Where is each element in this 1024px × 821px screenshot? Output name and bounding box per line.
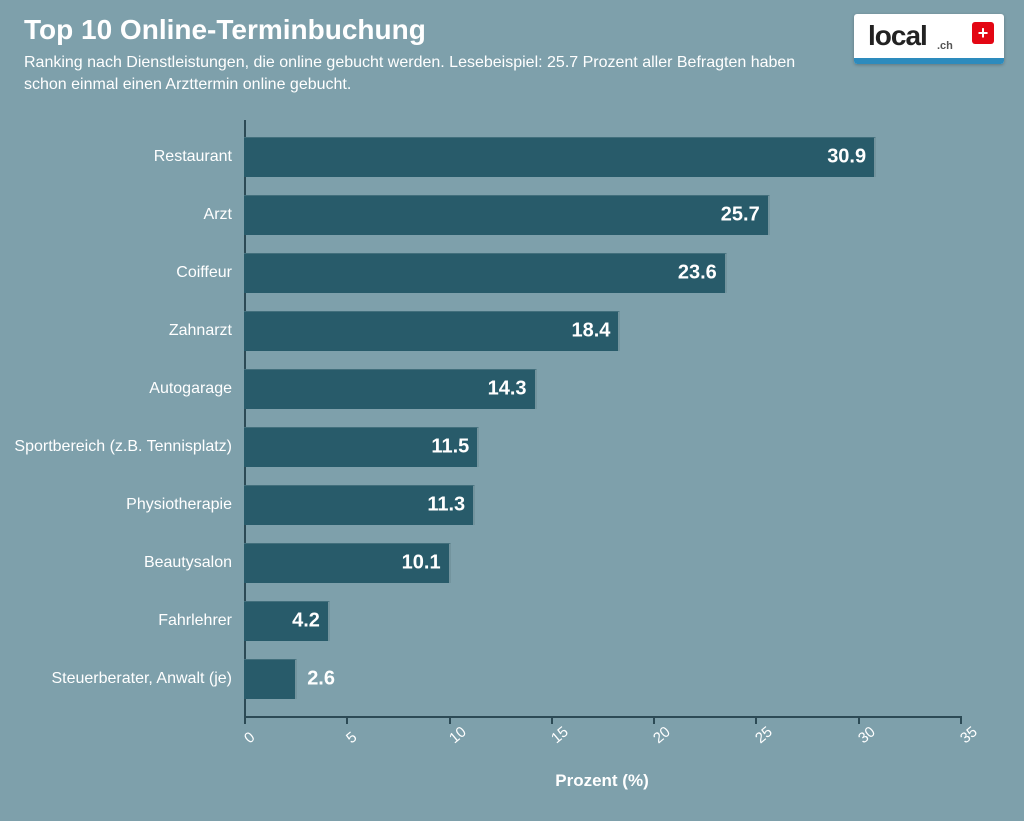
bar-row: Coiffeur23.6	[244, 244, 960, 302]
logo-stripe	[854, 58, 1004, 64]
page-subtitle: Ranking nach Dienstleistungen, die onlin…	[24, 52, 824, 95]
category-label: Steuerberater, Anwalt (je)	[51, 670, 232, 688]
x-tick	[449, 716, 451, 724]
bar-row: Fahrlehrer4.2	[244, 592, 960, 650]
bar-row: Beautysalon10.1	[244, 534, 960, 592]
bar-row: Restaurant30.9	[244, 128, 960, 186]
x-tick-label: 5	[343, 729, 360, 747]
x-tick-label: 20	[650, 723, 674, 747]
category-label: Physiotherapie	[126, 496, 232, 514]
bar	[244, 137, 876, 177]
bar-row: Steuerberater, Anwalt (je)2.6	[244, 650, 960, 708]
bar-row: Arzt25.7	[244, 186, 960, 244]
bar-row: Sportbereich (z.B. Tennisplatz)11.5	[244, 418, 960, 476]
x-axis-label: Prozent (%)	[244, 771, 960, 791]
bar	[244, 195, 770, 235]
bar-row: Physiotherapie11.3	[244, 476, 960, 534]
page-title: Top 10 Online-Terminbuchung	[24, 14, 426, 46]
category-label: Arzt	[204, 206, 232, 224]
category-label: Beautysalon	[144, 554, 232, 572]
infographic-canvas: Top 10 Online-Terminbuchung Ranking nach…	[0, 0, 1024, 821]
category-label: Zahnarzt	[169, 322, 232, 340]
value-label: 11.5	[431, 436, 469, 459]
logo-text: local	[868, 20, 927, 52]
x-tick-label: 25	[752, 723, 776, 747]
value-label: 14.3	[488, 378, 527, 401]
value-label: 2.6	[307, 668, 335, 691]
value-label: 10.1	[402, 552, 441, 575]
x-tick-label: 0	[241, 729, 258, 747]
x-tick-label: 35	[957, 723, 981, 747]
category-label: Sportbereich (z.B. Tennisplatz)	[14, 438, 232, 456]
bar	[244, 659, 297, 699]
logo-suffix: .ch	[937, 40, 953, 52]
category-label: Coiffeur	[176, 264, 232, 282]
x-tick	[960, 716, 962, 724]
plot-area: Prozent (%) Restaurant30.9Arzt25.7Coiffe…	[244, 120, 960, 711]
value-label: 25.7	[721, 204, 760, 227]
x-tick	[653, 716, 655, 724]
value-label: 23.6	[678, 262, 717, 285]
bar-row: Autogarage14.3	[244, 360, 960, 418]
x-axis	[244, 716, 960, 718]
value-label: 30.9	[827, 146, 866, 169]
bar-row: Zahnarzt18.4	[244, 302, 960, 360]
x-tick	[551, 716, 553, 724]
category-label: Restaurant	[154, 148, 232, 166]
x-tick-label: 10	[446, 723, 470, 747]
x-tick	[346, 716, 348, 724]
x-tick	[755, 716, 757, 724]
x-tick	[244, 716, 246, 724]
x-tick-label: 15	[548, 723, 572, 747]
value-label: 11.3	[427, 494, 465, 517]
x-tick-label: 30	[855, 723, 879, 747]
value-label: 4.2	[292, 610, 320, 633]
value-label: 18.4	[571, 320, 610, 343]
category-label: Autogarage	[149, 380, 232, 398]
bar	[244, 311, 620, 351]
category-label: Fahrlehrer	[158, 612, 232, 630]
chart-area: Prozent (%) Restaurant30.9Arzt25.7Coiffe…	[24, 110, 1000, 801]
swiss-plus-icon: +	[972, 22, 994, 44]
bar	[244, 253, 727, 293]
brand-logo: local .ch +	[854, 14, 1004, 64]
x-tick	[858, 716, 860, 724]
